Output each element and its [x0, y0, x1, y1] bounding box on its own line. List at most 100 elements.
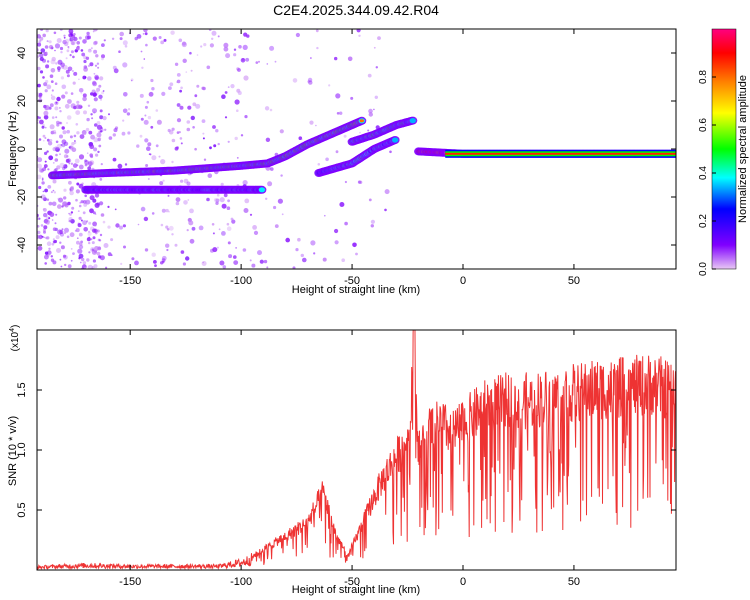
heatmap-speckle [88, 241, 91, 245]
heatmap-speckle [78, 36, 82, 40]
heatmap-speckle [53, 131, 57, 135]
heatmap-speckle [49, 139, 53, 142]
heatmap-speckle [37, 234, 40, 239]
heatmap-speckle [87, 161, 93, 167]
heatmap-speckle [52, 189, 55, 192]
heatmap-speckle [257, 250, 262, 256]
heatmap-speckle [144, 105, 148, 109]
heatmap-speckle [46, 241, 52, 246]
heatmap-speckle [258, 60, 260, 63]
heatmap-speckle [114, 126, 119, 130]
heatmap-speckle [217, 35, 220, 38]
heatmap-speckle [356, 29, 361, 33]
heatmap-speckle [240, 134, 244, 137]
heatmap-speckle [100, 130, 103, 133]
heatmap-speckle [122, 40, 128, 46]
heatmap-speckle [137, 223, 140, 226]
heatmap-speckle [249, 259, 252, 262]
heatmap-speckle [87, 104, 91, 108]
heatmap-speckle [60, 232, 63, 235]
heatmap-speckle [139, 93, 144, 98]
x-tick-label: -150 [119, 576, 141, 588]
heatmap-speckle [55, 62, 58, 65]
heatmap-speckle [76, 240, 80, 245]
heatmap-speckle [93, 147, 98, 152]
heatmap-speckle [55, 213, 58, 216]
heatmap-speckle [71, 206, 75, 210]
heatmap-speckle [44, 137, 47, 139]
heatmap-speckle [51, 89, 54, 92]
heatmap-speckle [295, 32, 300, 38]
heatmap-speckle [50, 68, 56, 73]
heatmap-speckle [70, 50, 74, 54]
heatmap-speckle [215, 198, 220, 203]
heatmap-speckle [244, 115, 248, 119]
heatmap-speckle [55, 147, 60, 152]
heatmap-speckle [82, 261, 87, 265]
heatmap-speckle [92, 108, 97, 114]
heatmap-speckle [375, 66, 378, 69]
heatmap-speckle [87, 64, 91, 68]
heatmap-speckle [50, 255, 53, 258]
heatmap-speckle [389, 150, 392, 154]
heatmap-speckle [83, 110, 87, 115]
heatmap-speckle [295, 248, 299, 252]
heatmap-speckle [97, 238, 101, 242]
heatmap-speckle [37, 66, 41, 71]
heatmap-speckle [339, 111, 343, 115]
heatmap-speckle [78, 78, 80, 81]
heatmap-speckle [143, 29, 148, 33]
heatmap-speckle [126, 112, 131, 116]
heatmap-speckle [72, 55, 75, 59]
heatmap-speckle [233, 260, 239, 265]
heatmap-speckle [244, 198, 250, 204]
heatmap-speckle [201, 261, 207, 266]
heatmap-speckle [161, 91, 166, 96]
heatmap-speckle [102, 220, 106, 224]
heatmap-speckle [203, 158, 207, 161]
heatmap-speckle [87, 48, 92, 53]
heatmap-speckle [215, 129, 219, 133]
heatmap-speckle [101, 57, 104, 61]
heatmap-speckle [155, 144, 159, 148]
heatmap-speckle [155, 109, 159, 112]
heatmap-speckle [52, 227, 57, 231]
heatmap-speckle [46, 222, 50, 225]
x-tick-label: -50 [344, 576, 360, 588]
heatmap-speckle [100, 126, 103, 130]
heatmap-speckle [185, 71, 188, 73]
heatmap-speckle [212, 247, 218, 253]
heatmap-speckle [152, 36, 157, 41]
colorbar [711, 28, 737, 270]
heatmap-speckle [65, 69, 70, 74]
heatmap-speckle [182, 58, 187, 63]
heatmap-speckle [179, 137, 183, 140]
heatmap-speckle [374, 95, 378, 100]
heatmap-speckle [322, 257, 327, 262]
heatmap-speckle [113, 128, 118, 133]
heatmap-speckle [221, 203, 227, 209]
heatmap-speckle [61, 126, 65, 130]
heatmap-speckle [42, 76, 45, 79]
heatmap-speckle [67, 264, 72, 269]
heatmap-speckle [211, 37, 214, 40]
heatmap-speckle [76, 100, 80, 104]
heatmap-speckle [48, 40, 52, 44]
heatmap-speckle [43, 164, 48, 168]
heatmap-speckle [75, 123, 79, 126]
heatmap-speckle [218, 228, 221, 231]
heatmap-speckle [49, 124, 55, 130]
heatmap-speckle [54, 222, 57, 225]
heatmap-speckle [180, 179, 184, 183]
heatmap-speckle [219, 197, 225, 203]
heatmap-speckle [70, 259, 73, 262]
heatmap-speckle [89, 144, 95, 150]
heatmap-speckle [46, 84, 52, 90]
heatmap-speckle [358, 180, 363, 184]
heatmap-speckle [131, 257, 135, 261]
heatmap-speckle [202, 86, 206, 91]
heatmap-speckle [285, 237, 291, 243]
heatmap-speckle [165, 208, 169, 213]
heatmap-speckle [209, 43, 214, 48]
heatmap-speckle [211, 223, 215, 226]
